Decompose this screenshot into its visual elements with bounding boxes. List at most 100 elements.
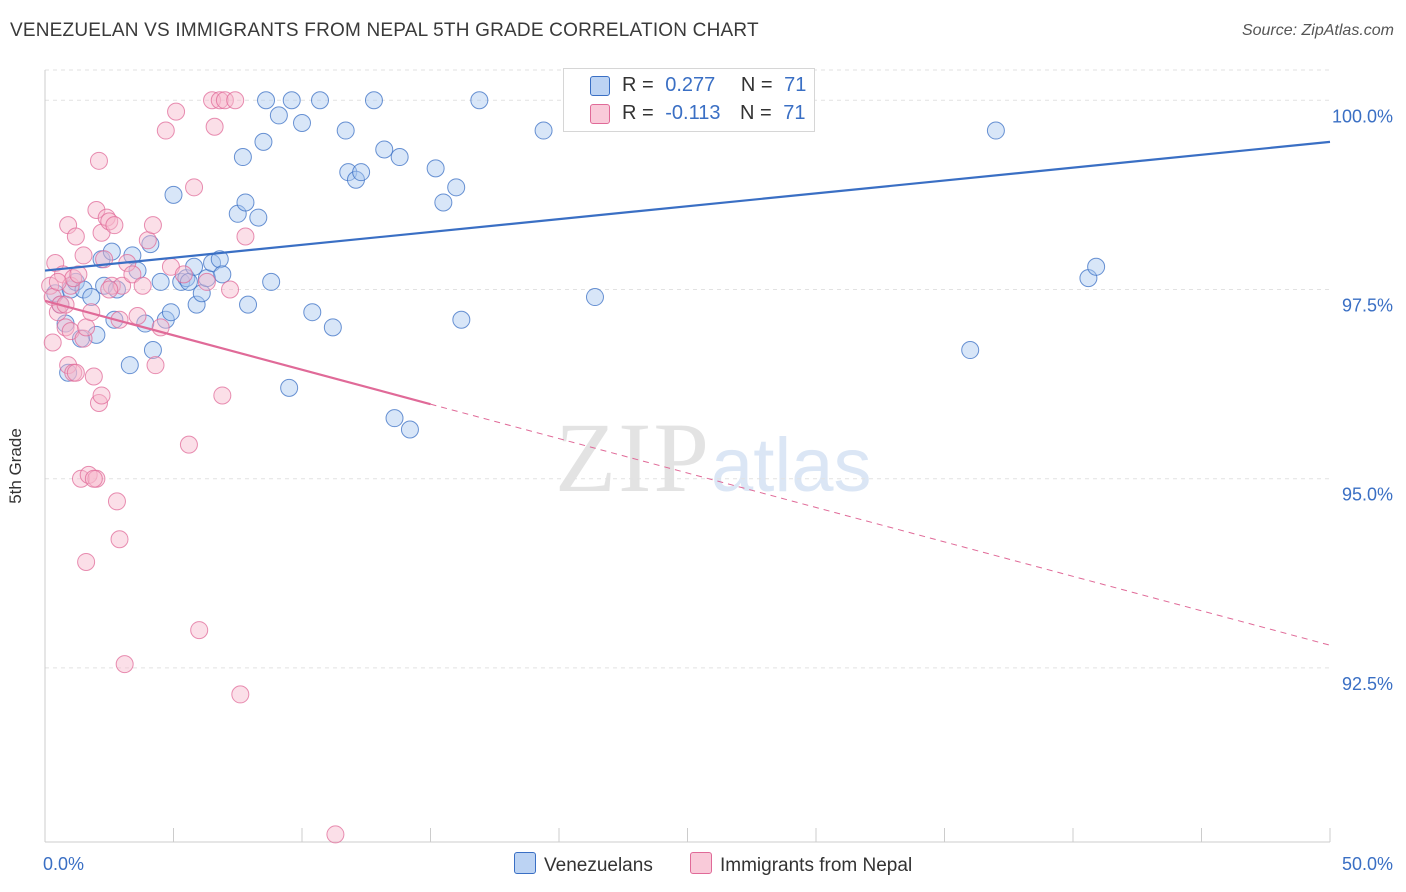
n-value-nepal: 71 <box>783 102 806 124</box>
point-nepal <box>66 363 85 382</box>
point-venezuelans <box>249 208 268 227</box>
point-venezuelans <box>213 265 232 284</box>
trend-venezuelans <box>44 140 1331 272</box>
point-venezuelans <box>143 341 162 360</box>
point-venezuelans <box>151 272 170 291</box>
point-nepal <box>190 621 209 640</box>
point-venezuelans <box>293 113 311 132</box>
point-venezuelans <box>426 159 445 178</box>
point-venezuelans <box>323 318 342 337</box>
watermark-atlas: atlas <box>711 423 872 508</box>
point-nepal <box>205 117 224 136</box>
correlation-legend: R = 0.277 N = 71 R = -0.113 N = 71 <box>563 68 815 132</box>
r-label-nepal: R = <box>622 102 654 124</box>
point-venezuelans <box>187 295 206 314</box>
point-nepal <box>231 685 250 704</box>
point-venezuelans <box>385 409 404 428</box>
point-venezuelans <box>534 121 553 140</box>
point-nepal <box>92 386 111 405</box>
point-nepal <box>197 272 216 291</box>
point-nepal <box>156 121 175 140</box>
point-nepal <box>77 318 96 337</box>
point-nepal <box>221 280 240 299</box>
point-nepal <box>210 91 229 110</box>
y-tick-label: 95.0% <box>1342 485 1393 505</box>
point-venezuelans <box>82 288 101 307</box>
point-venezuelans <box>280 378 299 397</box>
point-venezuelans <box>210 250 229 269</box>
watermark-zip: ZIP <box>555 402 711 513</box>
legend-item-venezuelans: Venezuelans <box>514 852 653 877</box>
trend-nepal <box>44 299 431 406</box>
point-venezuelans <box>303 303 322 322</box>
y-tick-label: 100.0% <box>1332 106 1393 126</box>
point-nepal <box>146 356 165 375</box>
point-venezuelans <box>452 310 471 329</box>
point-venezuelans <box>1087 257 1106 276</box>
point-nepal <box>105 216 124 235</box>
x-tick-label-max: 50.0% <box>1342 854 1393 874</box>
point-venezuelans <box>310 91 329 110</box>
legend-swatch-nepal <box>690 852 712 874</box>
point-nepal <box>167 102 186 121</box>
point-nepal <box>74 329 93 348</box>
y-tick-label: 97.5% <box>1342 295 1393 315</box>
point-nepal <box>174 265 193 284</box>
point-venezuelans <box>164 185 183 204</box>
point-nepal <box>89 394 108 413</box>
point-venezuelans <box>239 295 258 314</box>
point-venezuelans <box>336 121 355 140</box>
point-nepal <box>213 386 232 405</box>
r-value-venezuelans: 0.277 <box>665 74 716 96</box>
n-label-nepal: N = <box>740 102 772 124</box>
chart-title: VENEZUELAN VS IMMIGRANTS FROM NEPAL 5TH … <box>10 20 759 41</box>
point-nepal <box>115 655 134 674</box>
point-nepal <box>138 231 157 250</box>
point-venezuelans <box>585 288 604 307</box>
point-venezuelans <box>254 132 273 151</box>
n-label-venezuelans: N = <box>740 74 773 96</box>
point-venezuelans <box>470 91 489 110</box>
point-nepal <box>133 276 152 295</box>
point-venezuelans <box>434 193 453 212</box>
point-venezuelans <box>233 148 252 167</box>
trend-nepal-projection <box>430 403 1331 646</box>
point-nepal <box>87 201 106 220</box>
chart-source: Source: ZipAtlas.com <box>1241 22 1394 39</box>
point-venezuelans <box>269 106 288 125</box>
legend-label-nepal: Immigrants from Nepal <box>720 855 913 876</box>
point-venezuelans <box>390 148 409 167</box>
y-tick-label: 92.5% <box>1342 674 1393 694</box>
point-venezuelans <box>102 242 121 261</box>
point-nepal <box>89 151 108 170</box>
point-nepal <box>215 91 234 110</box>
point-nepal <box>74 246 93 265</box>
r-label-venezuelans: R = <box>622 74 654 96</box>
legend-item-nepal: Immigrants from Nepal <box>690 852 912 877</box>
point-venezuelans <box>161 303 180 322</box>
point-venezuelans <box>447 178 466 197</box>
n-value-venezuelans: 71 <box>784 74 807 96</box>
point-nepal <box>185 178 204 197</box>
point-nepal <box>179 435 198 454</box>
legend-swatch-blue <box>590 76 610 96</box>
r-value-nepal: -0.113 <box>665 102 721 124</box>
point-nepal <box>123 265 142 284</box>
point-nepal <box>226 91 245 110</box>
point-venezuelans <box>282 91 301 110</box>
point-venezuelans <box>961 341 980 360</box>
point-nepal <box>69 265 88 284</box>
point-venezuelans <box>236 193 255 212</box>
point-venezuelans <box>352 163 371 182</box>
legend-swatch-venezuelans <box>514 852 536 874</box>
legend-swatch-pink <box>590 104 610 124</box>
point-nepal <box>203 91 222 110</box>
point-nepal <box>77 552 96 571</box>
point-venezuelans <box>185 257 204 276</box>
point-nepal <box>84 367 103 386</box>
point-venezuelans <box>120 356 139 375</box>
watermark: ZIPatlas <box>555 400 872 515</box>
point-venezuelans <box>364 91 383 110</box>
point-venezuelans <box>400 420 419 439</box>
